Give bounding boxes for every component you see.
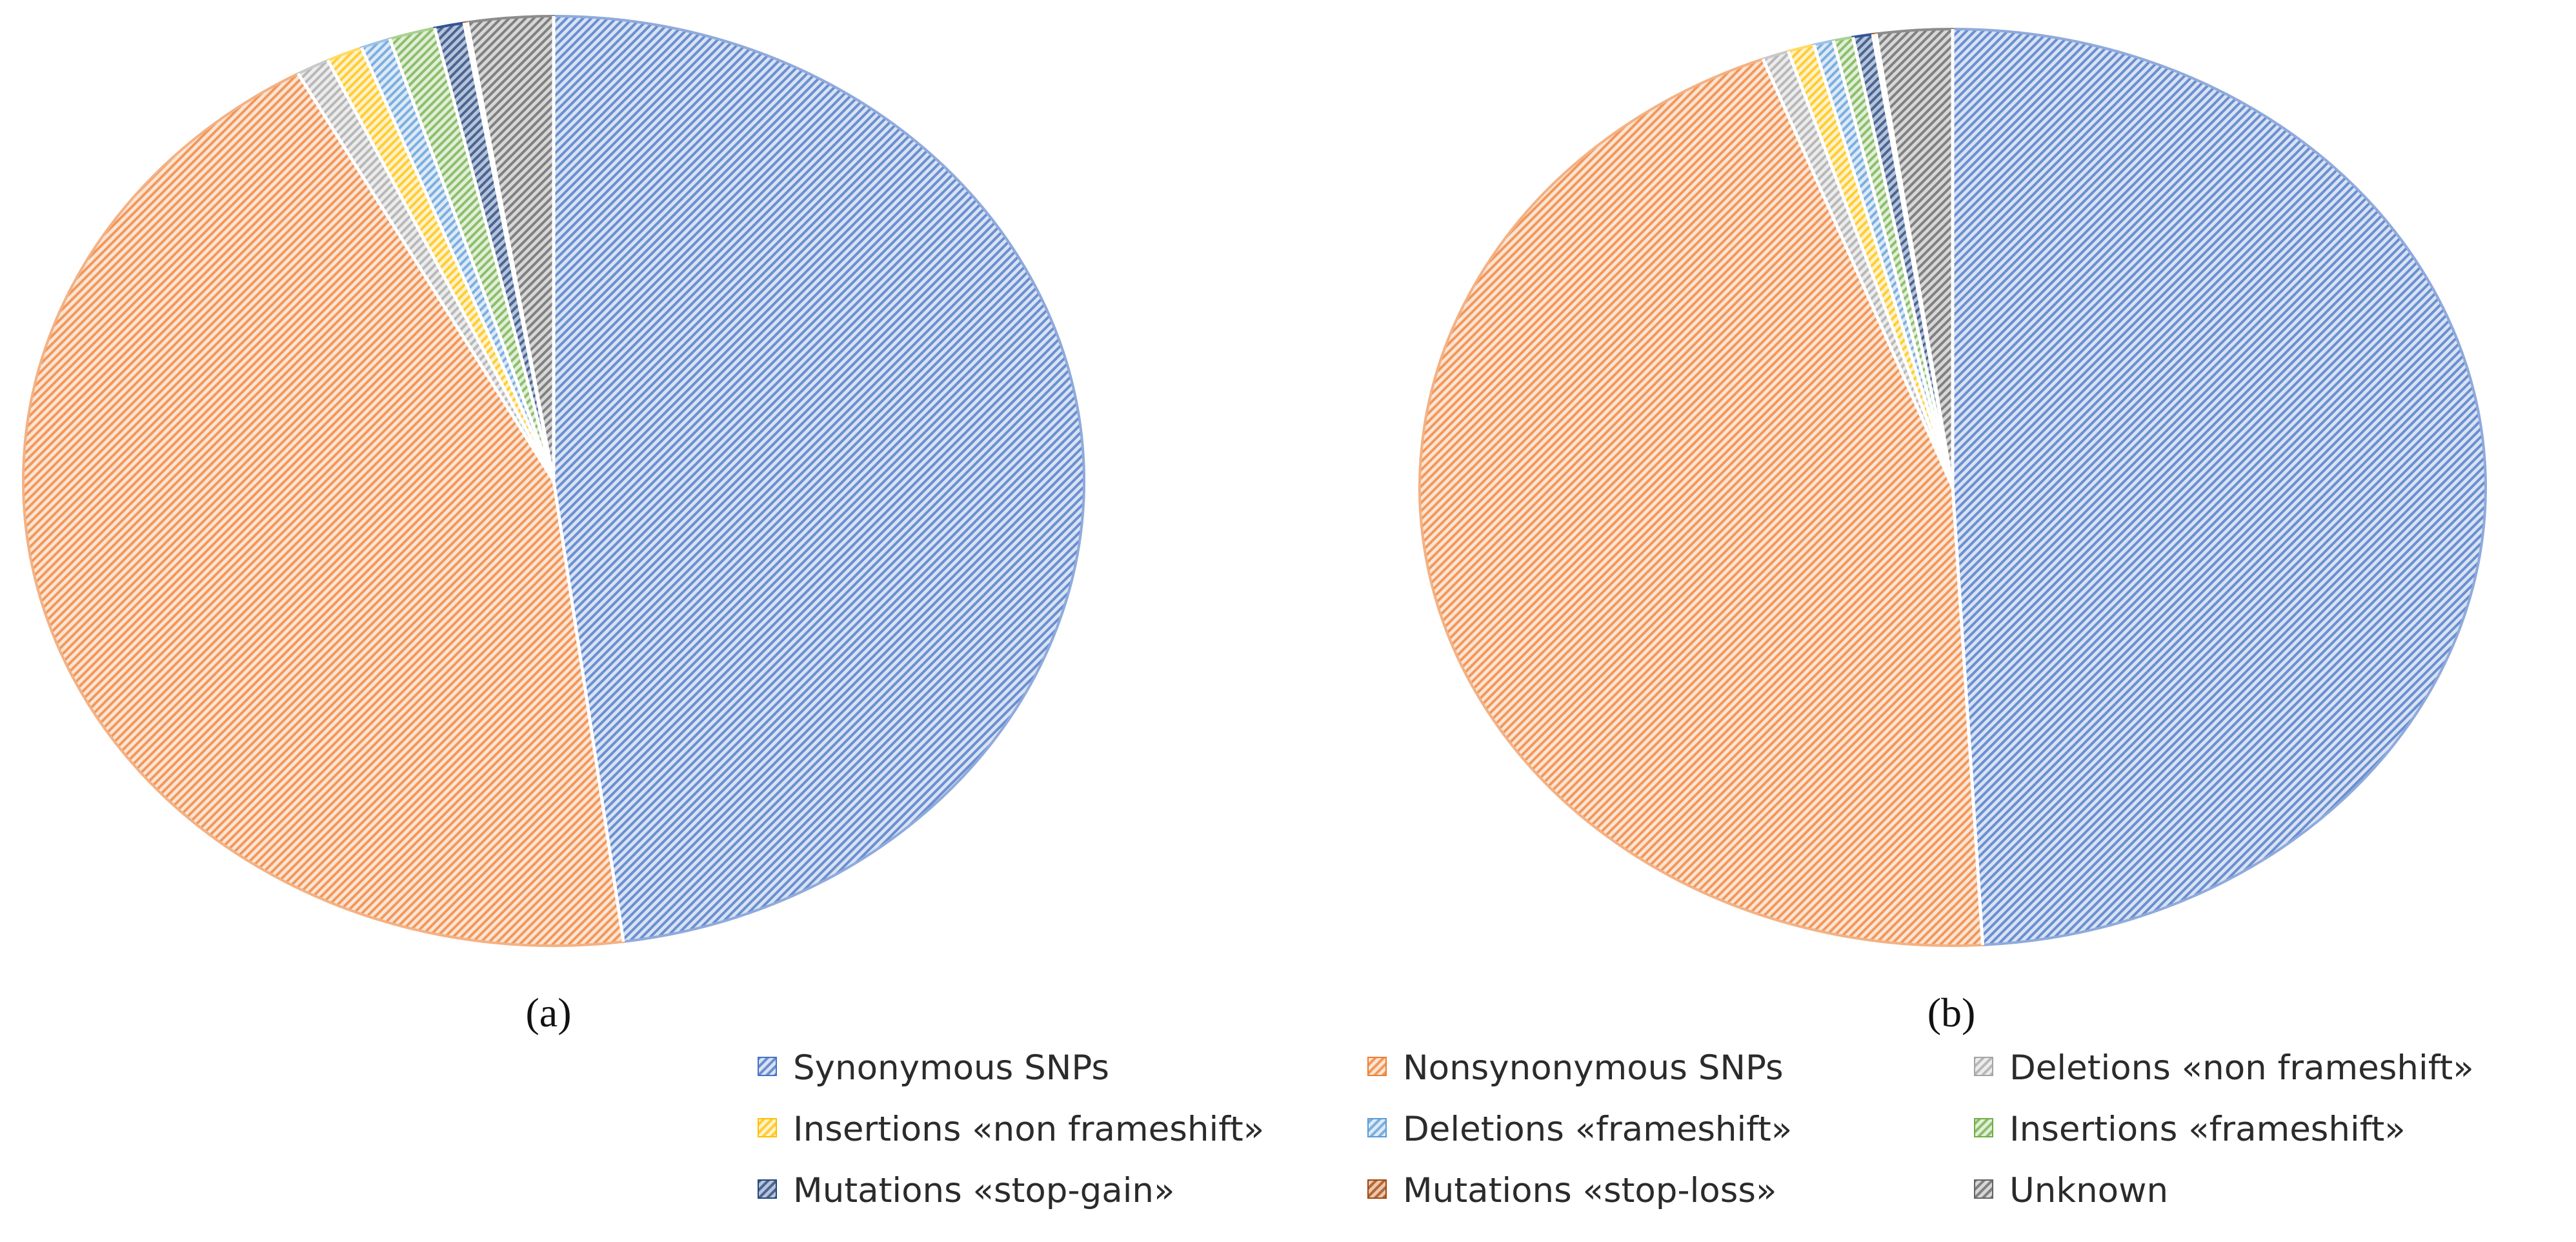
pie-chart-a — [22, 14, 1085, 947]
panel-label-a: (a) — [525, 990, 571, 1035]
slice-separator — [1812, 44, 1955, 488]
legend-label-mutations-stop-gain: Mutations «stop-gain» — [793, 1171, 1174, 1210]
slice-separator — [1851, 36, 1955, 488]
slice-separator — [552, 480, 625, 942]
slice-nonsynonymous-snps-b — [1418, 57, 1984, 947]
slice-separator — [326, 59, 556, 482]
legend-swatch-mutations-stop-gain — [758, 1179, 777, 1199]
pie-chart-b — [1418, 27, 2487, 947]
slice-separator — [465, 22, 556, 482]
legend-label-synonymous-snps: Synonymous SNPs — [793, 1048, 1109, 1088]
legend-swatch-insertions-non-frameshift — [758, 1118, 777, 1137]
legend: Synonymous SNPs Nonsynonymous SNPs Deletio… — [758, 1048, 2474, 1210]
legend-swatch-synonymous-snps — [758, 1057, 777, 1076]
legend-label-unknown: Unknown — [2009, 1171, 2168, 1210]
legend-swatch-deletions-non-frameshift — [1974, 1057, 1993, 1076]
slice-separator — [1951, 487, 1985, 946]
legend-swatch-nonsynonymous-snps — [1367, 1057, 1387, 1076]
legend-label-deletions-non-frameshift: Deletions «non frameshift» — [2009, 1048, 2474, 1088]
slice-separator — [388, 38, 556, 482]
slice-separator — [1874, 33, 1955, 488]
slice-separator — [1761, 58, 1955, 489]
legend-label-mutations-stop-loss: Mutations «stop-loss» — [1403, 1171, 1776, 1210]
slice-synonymous-snps-a — [552, 14, 1085, 943]
slice-separator — [433, 27, 556, 482]
legend-swatch-insertions-frameshift — [1974, 1118, 1993, 1137]
slice-nonsynonymous-snps-a — [22, 72, 625, 947]
slice-separator — [296, 72, 556, 482]
legend-label-insertions-frameshift: Insertions «frameshift» — [2009, 1110, 2406, 1149]
legend-swatch-mutations-stop-loss — [1367, 1179, 1387, 1199]
legend-swatch-unknown — [1974, 1179, 1993, 1199]
panel-label-b: (b) — [1927, 990, 1976, 1035]
legend-label-deletions-frameshift: Deletions «frameshift» — [1403, 1110, 1792, 1149]
slice-synonymous-snps-b — [1951, 27, 2487, 946]
legend-swatch-deletions-frameshift — [1367, 1118, 1387, 1137]
slice-separator — [359, 46, 556, 482]
legend-label-insertions-non-frameshift: Insertions «non frameshift» — [793, 1110, 1264, 1149]
slice-separator — [1786, 50, 1955, 488]
slice-separator — [1831, 40, 1955, 488]
legend-label-nonsynonymous-snps: Nonsynonymous SNPs — [1403, 1048, 1784, 1088]
